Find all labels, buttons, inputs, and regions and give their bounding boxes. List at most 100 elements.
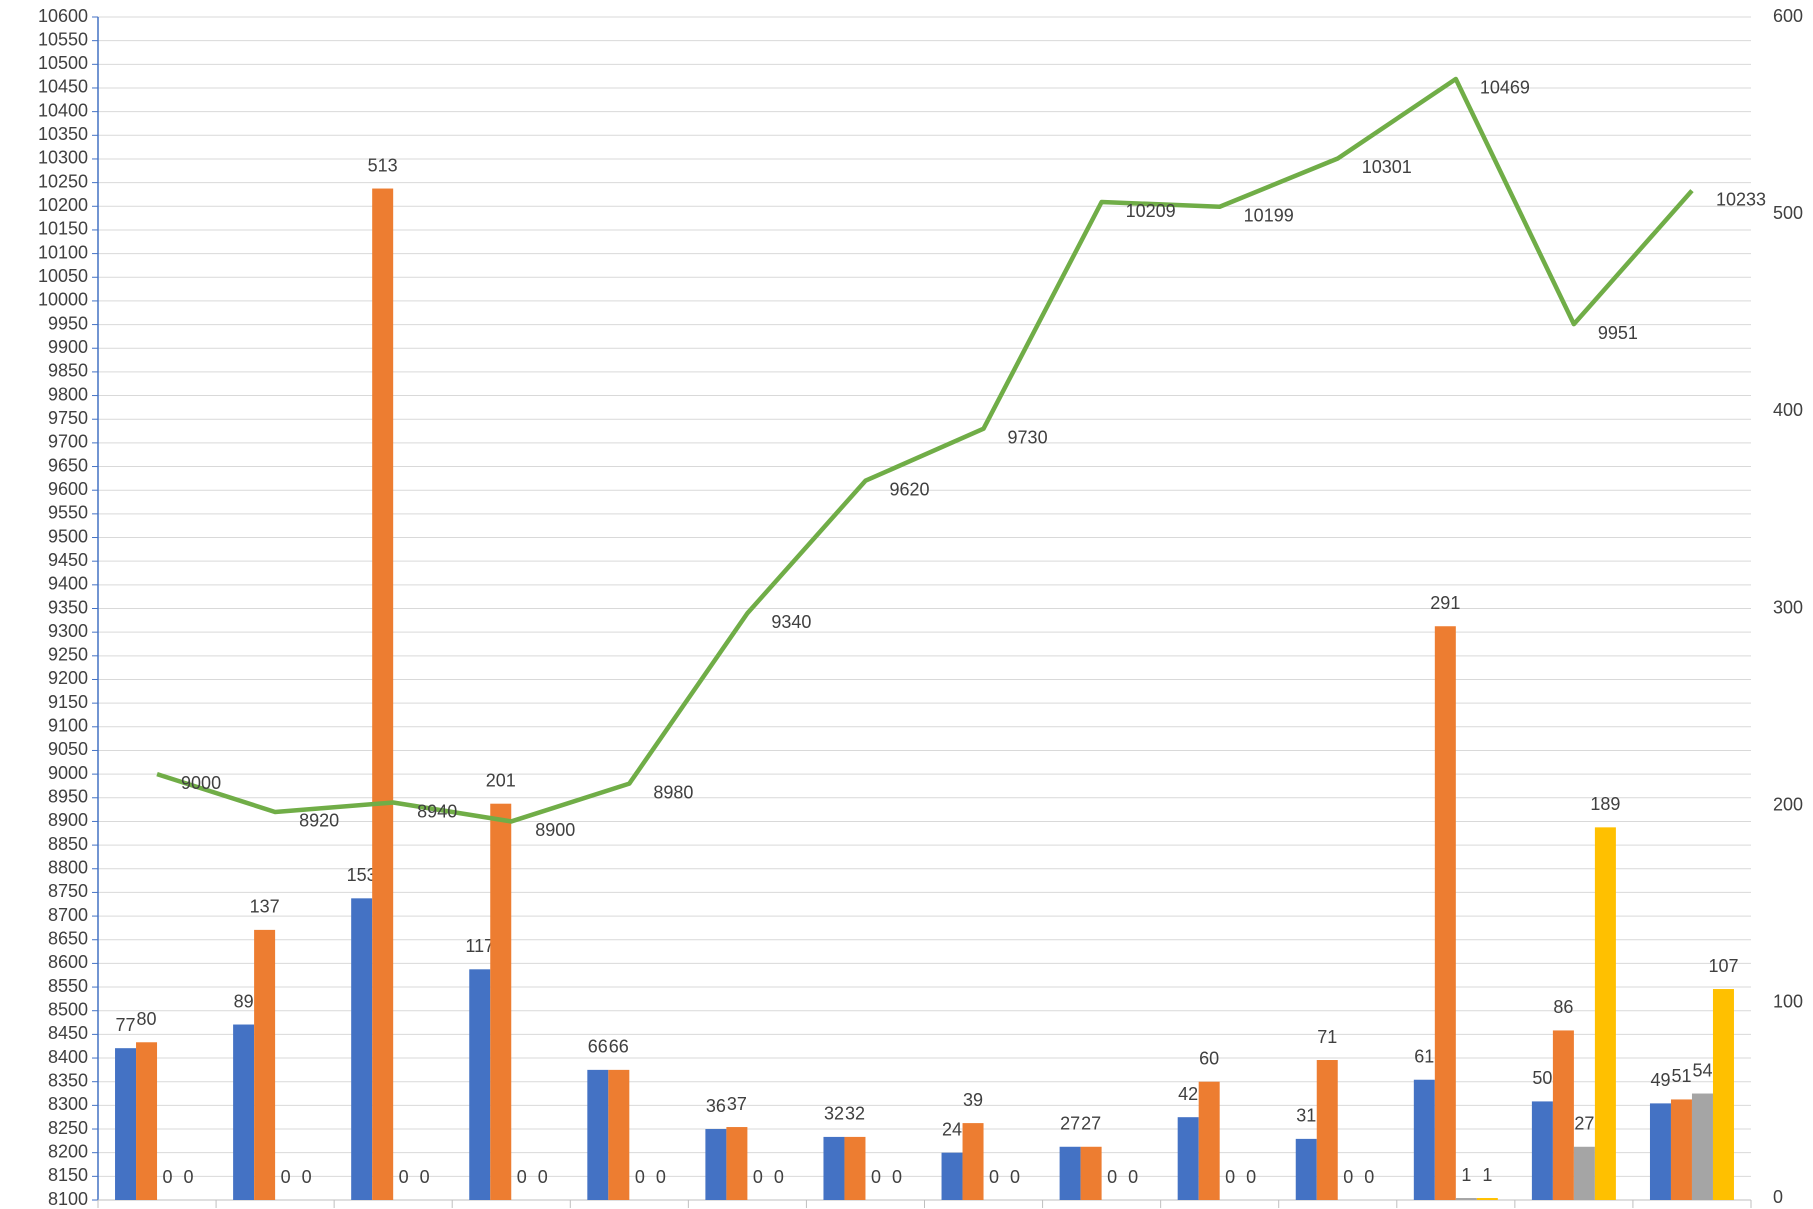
bar — [1455, 1198, 1477, 1200]
bar-value-label: 31 — [1296, 1106, 1316, 1126]
bar-value-label: 107 — [1708, 956, 1738, 976]
bar — [941, 1152, 963, 1200]
bar — [1413, 1079, 1435, 1200]
bar-value-label: 0 — [871, 1167, 881, 1187]
bar — [726, 1127, 748, 1200]
y-tick-label: 9850 — [48, 361, 88, 381]
y-tick-label: 9450 — [48, 550, 88, 570]
y-tick-label: 10550 — [38, 29, 88, 49]
line-value-label: 10469 — [1480, 78, 1530, 98]
y-tick-label: 8900 — [48, 810, 88, 830]
bar — [254, 929, 276, 1200]
y-tick-label: 9500 — [48, 526, 88, 546]
bar-value-label: 0 — [989, 1167, 999, 1187]
y-tick-label: 10500 — [38, 53, 88, 73]
y2-tick-label: 200 — [1773, 794, 1803, 814]
bar-value-label: 0 — [1010, 1167, 1020, 1187]
y-tick-label: 9350 — [48, 597, 88, 617]
y-tick-label: 9650 — [48, 455, 88, 475]
bar — [233, 1024, 255, 1200]
bar-value-label: 0 — [774, 1167, 784, 1187]
line-value-label: 10199 — [1244, 206, 1294, 226]
bar — [1649, 1103, 1671, 1200]
line-value-label: 10209 — [1126, 201, 1176, 221]
y-tick-label: 9950 — [48, 313, 88, 333]
bar-value-label: 0 — [1246, 1167, 1256, 1187]
bar-value-label: 66 — [609, 1037, 629, 1057]
line-value-label: 9340 — [771, 612, 811, 632]
line-value-label: 9620 — [889, 479, 929, 499]
bar-value-label: 61 — [1414, 1046, 1434, 1066]
bar-value-label: 513 — [368, 155, 398, 175]
bar-value-label: 0 — [184, 1167, 194, 1187]
line-value-label: 10301 — [1362, 157, 1412, 177]
y-tick-label: 8200 — [48, 1141, 88, 1161]
bar-value-label: 80 — [137, 1009, 157, 1029]
y-tick-label: 8250 — [48, 1118, 88, 1138]
bar-value-label: 27 — [1574, 1114, 1594, 1134]
bar-value-label: 77 — [116, 1015, 136, 1035]
bar-value-label: 137 — [250, 897, 280, 917]
bar-value-label: 0 — [163, 1167, 173, 1187]
y-tick-label: 9750 — [48, 408, 88, 428]
bar — [1552, 1030, 1574, 1200]
line-value-label: 9730 — [1008, 427, 1048, 447]
bar — [587, 1069, 609, 1200]
bar-value-label: 0 — [892, 1167, 902, 1187]
y-tick-label: 10200 — [38, 195, 88, 215]
bar-value-label: 32 — [824, 1104, 844, 1124]
bar-value-label: 0 — [1364, 1167, 1374, 1187]
y2-tick-label: 100 — [1773, 992, 1803, 1012]
y-tick-label: 9550 — [48, 503, 88, 523]
bar — [490, 803, 512, 1200]
y-tick-label: 8400 — [48, 1047, 88, 1067]
bar — [1295, 1138, 1317, 1200]
y-tick-label: 9050 — [48, 739, 88, 759]
bar-value-label: 42 — [1178, 1084, 1198, 1104]
bar-value-label: 0 — [1107, 1167, 1117, 1187]
line-value-label: 10233 — [1716, 189, 1766, 209]
y-tick-label: 9200 — [48, 668, 88, 688]
y2-tick-label: 600 — [1773, 6, 1803, 26]
bar-value-label: 66 — [588, 1037, 608, 1057]
bar-value-label: 0 — [635, 1167, 645, 1187]
y-tick-label: 9800 — [48, 384, 88, 404]
line — [156, 76, 1694, 824]
bar — [136, 1042, 158, 1200]
bar-value-label: 0 — [399, 1167, 409, 1187]
y-tick-label: 10450 — [38, 77, 88, 97]
bar — [705, 1129, 727, 1200]
y-tick-label: 9400 — [48, 574, 88, 594]
y-tick-label: 8550 — [48, 976, 88, 996]
bar-value-label: 39 — [963, 1090, 983, 1110]
y-tick-label: 8700 — [48, 905, 88, 925]
y-tick-label: 8600 — [48, 952, 88, 972]
bar-value-label: 0 — [1128, 1167, 1138, 1187]
y-tick-label: 10100 — [38, 242, 88, 262]
line-value-label: 8940 — [417, 801, 457, 821]
y-tick-label: 8650 — [48, 928, 88, 948]
bar-value-label: 71 — [1317, 1027, 1337, 1047]
bar-value-label: 117 — [465, 936, 494, 956]
y-tick-label: 9900 — [48, 337, 88, 357]
y-tick-label: 8750 — [48, 881, 88, 901]
y-tick-label: 10400 — [38, 100, 88, 120]
y-tick-label: 9250 — [48, 645, 88, 665]
y-tick-label: 8300 — [48, 1094, 88, 1114]
bar-value-label: 51 — [1671, 1066, 1691, 1086]
bar — [1080, 1146, 1102, 1200]
y-tick-label: 10000 — [38, 290, 88, 310]
bar — [1434, 626, 1456, 1200]
bar — [115, 1048, 137, 1200]
bar-value-label: 189 — [1590, 794, 1620, 814]
y-tick-label: 10250 — [38, 171, 88, 191]
bar-value-label: 0 — [656, 1167, 666, 1187]
bar-value-label: 86 — [1553, 997, 1573, 1017]
y-tick-label: 10600 — [38, 6, 88, 26]
y-tick-label: 8100 — [48, 1189, 88, 1209]
bar-value-label: 291 — [1430, 593, 1460, 613]
line-value-label: 8980 — [653, 782, 693, 802]
bar — [1476, 1198, 1498, 1200]
